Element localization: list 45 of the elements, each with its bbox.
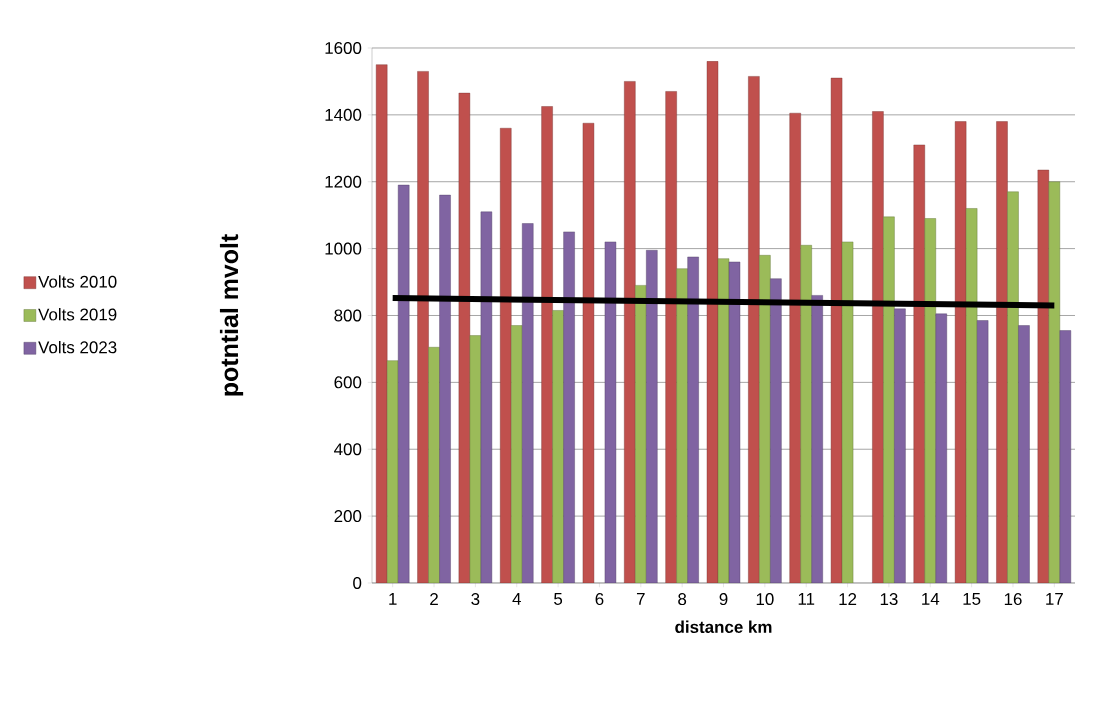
x-tick-label: 4 bbox=[512, 593, 521, 605]
x-tick-label: 16 bbox=[1004, 593, 1022, 606]
x-tick-label: 10 bbox=[756, 593, 774, 606]
bar bbox=[935, 313, 947, 583]
bar bbox=[1059, 330, 1072, 583]
bar bbox=[386, 360, 399, 583]
bar bbox=[375, 64, 388, 583]
y-tick-label: 0 bbox=[353, 576, 362, 589]
bar bbox=[665, 91, 677, 583]
x-tick-label: 13 bbox=[880, 593, 898, 606]
bar bbox=[748, 76, 760, 583]
y-tick-label: 800 bbox=[334, 309, 362, 322]
x-tick-label: 15 bbox=[963, 593, 981, 605]
x-tick-label: 17 bbox=[1046, 593, 1063, 605]
y-tick-label: 1600 bbox=[325, 41, 362, 54]
y-tick-label: 400 bbox=[334, 443, 362, 456]
x-tick-label: 9 bbox=[719, 593, 728, 606]
x-tick-label: 12 bbox=[839, 593, 857, 605]
bar bbox=[428, 347, 440, 583]
bar bbox=[552, 310, 564, 583]
legend-label: Volts 2023 bbox=[38, 340, 117, 354]
x-tick-label: 5 bbox=[554, 593, 563, 605]
y-axis-title: potntial mvolt bbox=[219, 234, 244, 396]
x-tick-label: 1 bbox=[389, 593, 397, 605]
bar bbox=[511, 325, 523, 583]
x-tick-label: 6 bbox=[595, 593, 604, 606]
bar bbox=[1018, 325, 1030, 583]
y-tick-label: 1400 bbox=[325, 108, 362, 121]
bar bbox=[417, 71, 429, 583]
x-tick-label: 2 bbox=[430, 593, 438, 605]
x-tick-label: 11 bbox=[798, 593, 815, 605]
bar bbox=[894, 308, 906, 583]
y-tick-label: 200 bbox=[334, 510, 362, 523]
legend-label: Volts 2019 bbox=[38, 308, 117, 321]
x-tick-label: 7 bbox=[636, 593, 645, 605]
bar bbox=[624, 81, 636, 583]
y-tick-label: 1200 bbox=[325, 175, 362, 188]
x-tick-label: 14 bbox=[922, 593, 940, 605]
legend-label: Volts 2010 bbox=[38, 275, 117, 288]
x-tick-label: 3 bbox=[471, 593, 480, 606]
y-tick-label: 600 bbox=[334, 376, 362, 389]
x-tick-label: 8 bbox=[678, 593, 687, 606]
bar bbox=[1048, 181, 1061, 583]
x-axis-title: distance km bbox=[675, 620, 772, 633]
y-tick-label: 1000 bbox=[325, 242, 362, 255]
